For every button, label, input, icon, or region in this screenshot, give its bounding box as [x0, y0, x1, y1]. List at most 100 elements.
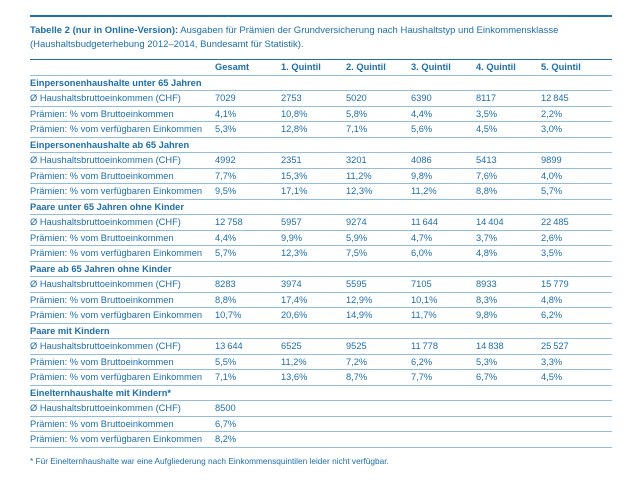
caption-label: Tabelle 2 (nur in Online-Version): — [30, 25, 179, 36]
top-rule — [30, 15, 612, 17]
cell-value: 4,1% — [215, 106, 281, 122]
table-row: Ø Haushaltsbruttoeinkommen (CHF) 7029 2753… — [30, 90, 612, 107]
cell-value: 4,0% — [541, 168, 612, 184]
table-row: Prämien: % vom verfügbaren Einkommen 5,3%… — [30, 121, 612, 138]
row-label: Prämien: % vom verfügbaren Einkommen — [30, 245, 215, 262]
table-row: Prämien: % vom Bruttoeinkommen 7,7% 15,3% 1… — [30, 168, 612, 184]
cell-value: 10,8% — [281, 106, 346, 122]
row-label: Prämien: % vom Bruttoeinkommen — [30, 230, 215, 246]
table-row: Ø Haushaltsbruttoeinkommen (CHF) 13 644 65… — [30, 338, 612, 355]
table-row: Prämien: % vom verfügbaren Einkommen 7,1%… — [30, 369, 612, 386]
cell-value: 12,3% — [281, 245, 346, 262]
row-label: Prämien: % vom Bruttoeinkommen — [30, 168, 215, 184]
cell-value — [476, 431, 541, 448]
cell-value — [346, 400, 411, 417]
cell-value: 7,2% — [346, 354, 411, 370]
cell-value: 6525 — [281, 338, 346, 355]
cell-value: 5,7% — [541, 183, 612, 200]
section-header-row: Einpersonenhaushalte unter 65 Jahren — [30, 75, 612, 91]
cell-value: 11,7% — [411, 307, 476, 324]
cell-value: 4,8% — [541, 292, 612, 308]
cell-value: 8,2% — [215, 431, 281, 448]
cell-value: 10,7% — [215, 307, 281, 324]
row-label: Ø Haushaltsbruttoeinkommen (CHF) — [30, 338, 215, 355]
table-caption: Tabelle 2 (nur in Online-Version): Ausga… — [30, 24, 612, 51]
row-label: Prämien: % vom verfügbaren Einkommen — [30, 183, 215, 200]
row-label: Ø Haushaltsbruttoeinkommen (CHF) — [30, 276, 215, 293]
row-label: Prämien: % vom verfügbaren Einkommen — [30, 121, 215, 138]
section-header-row: Paare ab 65 Jahren ohne Kinder — [30, 261, 612, 277]
column-header-quintil-3: 3. Quintil — [411, 59, 476, 76]
cell-value: 5,6% — [411, 121, 476, 138]
cell-value: 11,2% — [281, 354, 346, 370]
column-header-quintil-1: 1. Quintil — [281, 59, 346, 76]
cell-value: 25 527 — [541, 338, 612, 355]
cell-value: 4,5% — [476, 121, 541, 138]
row-label: Prämien: % vom verfügbaren Einkommen — [30, 369, 215, 386]
cell-value: 10,1% — [411, 292, 476, 308]
cell-value — [346, 431, 411, 448]
section-header: Einelternhaushalte mit Kindern* — [30, 385, 612, 401]
cell-value: 9,8% — [476, 307, 541, 324]
cell-value: 8283 — [215, 276, 281, 293]
cell-value — [476, 400, 541, 417]
cell-value: 11 644 — [411, 214, 476, 231]
cell-value: 3,3% — [541, 354, 612, 370]
row-label: Prämien: % vom Bruttoeinkommen — [30, 354, 215, 370]
row-label: Ø Haushaltsbruttoeinkommen (CHF) — [30, 214, 215, 231]
cell-value: 5413 — [476, 152, 541, 169]
cell-value: 8,8% — [215, 292, 281, 308]
table-row: Prämien: % vom verfügbaren Einkommen 10,7… — [30, 307, 612, 324]
section-header: Paare unter 65 Jahren ohne Kinder — [30, 199, 612, 215]
row-label: Prämien: % vom verfügbaren Einkommen — [30, 307, 215, 324]
cell-value: 3974 — [281, 276, 346, 293]
cell-value: 2,6% — [541, 230, 612, 246]
caption-text: Ausgaben für Prämien der Grundversicheru… — [30, 25, 559, 50]
section-header: Paare ab 65 Jahren ohne Kinder — [30, 261, 612, 277]
cell-value: 4,7% — [411, 230, 476, 246]
cell-value: 9,5% — [215, 183, 281, 200]
cell-value: 5,7% — [215, 245, 281, 262]
cell-value: 5957 — [281, 214, 346, 231]
table-row: Ø Haushaltsbruttoeinkommen (CHF) 8500 — [30, 400, 612, 417]
cell-value: 17,1% — [281, 183, 346, 200]
cell-value: 12 845 — [541, 90, 612, 107]
table-row: Ø Haushaltsbruttoeinkommen (CHF) 8283 3974… — [30, 276, 612, 293]
cell-value: 6,2% — [541, 307, 612, 324]
cell-value: 3,0% — [541, 121, 612, 138]
column-header-quintil-4: 4. Quintil — [476, 59, 541, 76]
cell-value — [541, 400, 612, 417]
table-row: Ø Haushaltsbruttoeinkommen (CHF) 12 758 59… — [30, 214, 612, 231]
row-label: Prämien: % vom Bruttoeinkommen — [30, 106, 215, 122]
section-header: Einpersonenhaushalte ab 65 Jahren — [30, 137, 612, 153]
cell-value: 6,7% — [476, 369, 541, 386]
cell-value: 4992 — [215, 152, 281, 169]
table-row: Prämien: % vom verfügbaren Einkommen 9,5%… — [30, 183, 612, 200]
table-2-figure: Tabelle 2 (nur in Online-Version): Ausga… — [30, 15, 612, 466]
cell-value: 17,4% — [281, 292, 346, 308]
section-header: Einpersonenhaushalte unter 65 Jahren — [30, 75, 612, 91]
cell-value — [411, 400, 476, 417]
cell-value: 9,9% — [281, 230, 346, 246]
cell-value: 4,4% — [411, 106, 476, 122]
cell-value: 8,8% — [476, 183, 541, 200]
cell-value: 14 838 — [476, 338, 541, 355]
cell-value: 11,2% — [346, 168, 411, 184]
cell-value: 6,7% — [215, 416, 281, 432]
cell-value: 9274 — [346, 214, 411, 231]
cell-value: 7,1% — [215, 369, 281, 386]
cell-value: 7,7% — [411, 369, 476, 386]
table-row: Prämien: % vom Bruttoeinkommen 5,5% 11,2% 7… — [30, 354, 612, 370]
cell-value: 9899 — [541, 152, 612, 169]
cell-value: 3,5% — [541, 245, 612, 262]
cell-value: 8500 — [215, 400, 281, 417]
cell-value: 14,9% — [346, 307, 411, 324]
cell-value: 11 778 — [411, 338, 476, 355]
cell-value: 7105 — [411, 276, 476, 293]
cell-value: 2,2% — [541, 106, 612, 122]
row-label: Ø Haushaltsbruttoeinkommen (CHF) — [30, 90, 215, 107]
column-header-quintil-2: 2. Quintil — [346, 59, 411, 76]
cell-value: 22 485 — [541, 214, 612, 231]
cell-value: 12,9% — [346, 292, 411, 308]
section-header: Paare mit Kindern — [30, 323, 612, 339]
